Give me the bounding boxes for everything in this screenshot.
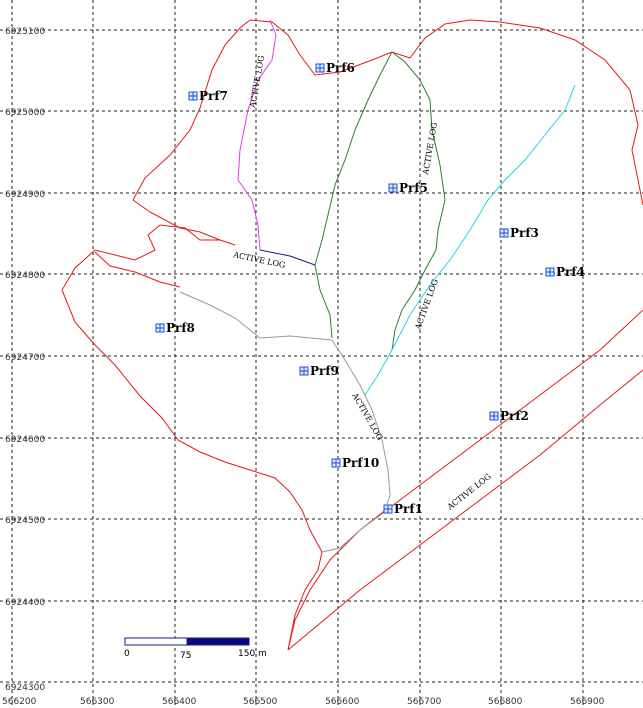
road-cyan [364, 84, 576, 396]
road-label: ACTIVE LOG [232, 250, 287, 270]
borehole-icon [545, 267, 555, 277]
y-axis-label: 6924900 [5, 190, 45, 200]
marker-label: Prf8 [166, 321, 195, 335]
borehole-icon [388, 183, 398, 193]
y-axis-label: 6925000 [5, 108, 45, 118]
marker-prf6[interactable]: Prf6 [315, 61, 355, 75]
scale-label-75: 75 [180, 651, 191, 661]
x-axis-label: 566800 [488, 697, 523, 707]
road-green [314, 51, 446, 351]
marker-label: Prf5 [399, 181, 428, 195]
y-axis-label: 6924500 [5, 516, 45, 526]
marker-label: Prf10 [342, 456, 379, 470]
x-axis-labels: 566200 566300 566400 566500 566600 56670… [2, 697, 605, 707]
marker-prf7[interactable]: Prf7 [188, 89, 228, 103]
marker-prf8[interactable]: Prf8 [155, 321, 195, 335]
road-navy [259, 249, 316, 266]
y-axis-label: 6924600 [5, 435, 45, 445]
road-red-diagonal [287, 369, 643, 651]
scale-bar-segment-white [124, 637, 188, 646]
marker-label: Prf4 [556, 265, 585, 279]
y-axis-label: 6924400 [5, 598, 45, 608]
marker-prf1[interactable]: Prf1 [383, 502, 423, 516]
borehole-icon [331, 458, 341, 468]
scale-label-150: 150 m [238, 649, 267, 659]
marker-label: Prf7 [199, 89, 228, 103]
marker-prf2[interactable]: Prf2 [489, 409, 529, 423]
marker-prf10[interactable]: Prf10 [331, 456, 379, 470]
scale-label-0: 0 [124, 649, 130, 659]
borehole-icon [489, 411, 499, 421]
marker-label: Prf6 [326, 61, 355, 75]
borehole-icon [499, 228, 509, 238]
scale-bar-segment-filled [186, 637, 250, 646]
x-axis-label: 566200 [2, 697, 37, 707]
road-gray [179, 291, 391, 553]
borehole-icon [299, 366, 309, 376]
scale-bar: 0 75 150 m [124, 637, 267, 661]
marker-prf5[interactable]: Prf5 [388, 181, 428, 195]
road-magenta [237, 19, 277, 251]
marker-prf4[interactable]: Prf4 [545, 265, 585, 279]
road-label: ACTIVE LOG [248, 55, 266, 110]
y-axis-labels: 6925100 6925000 6924900 6924800 6924700 … [5, 27, 45, 693]
x-axis-label: 566500 [243, 697, 278, 707]
property-boundary [61, 19, 643, 651]
marker-label: Prf1 [394, 502, 423, 516]
marker-prf3[interactable]: Prf3 [499, 226, 539, 240]
y-axis-label: 6924800 [5, 271, 45, 281]
road-label: ACTIVE LOG [445, 472, 493, 512]
x-axis-label: 566400 [162, 697, 197, 707]
borehole-icon [315, 63, 325, 73]
road-label: ACTIVE LOG [350, 391, 385, 442]
y-axis-label: 6924300 [5, 683, 45, 693]
y-axis-label: 6925100 [5, 27, 45, 37]
marker-label: Prf3 [510, 226, 539, 240]
marker-label: Prf2 [500, 409, 529, 423]
x-axis-label: 566700 [407, 697, 442, 707]
y-axis-label: 6924700 [5, 353, 45, 363]
marker-prf9[interactable]: Prf9 [299, 364, 339, 378]
marker-label: Prf9 [310, 364, 339, 378]
x-axis-label: 566300 [80, 697, 115, 707]
x-axis-label: 566900 [570, 697, 605, 707]
x-axis-label: 566600 [325, 697, 360, 707]
borehole-icon [188, 91, 198, 101]
borehole-icon [383, 504, 393, 514]
borehole-icon [155, 323, 165, 333]
